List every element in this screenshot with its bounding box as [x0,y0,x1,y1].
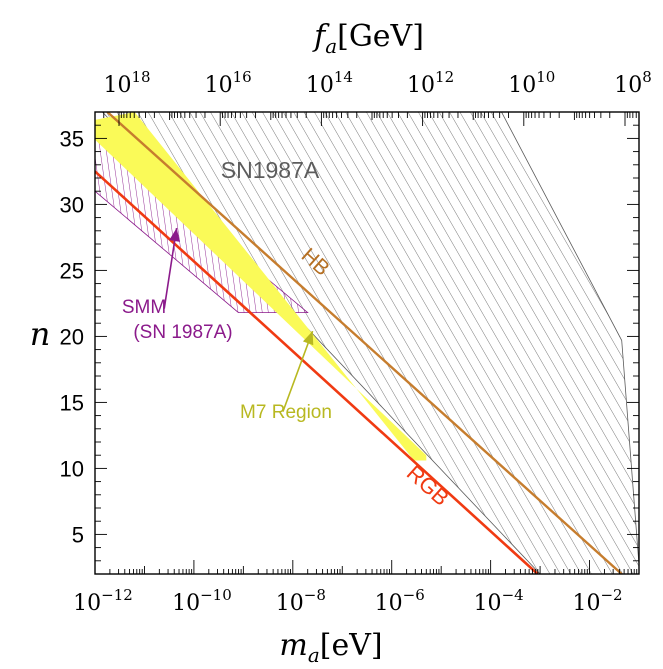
bottom-tick-label: 10−2 [572,586,622,616]
y-axis-label: n [30,315,51,353]
bottom-tick-label: 10−8 [276,586,326,616]
bottom-tick-label: 10−12 [73,586,133,616]
smm-label-line2: (SN 1987A) [133,322,232,343]
y-tick-labels: 5 10 15 20 25 30 35 [60,126,84,547]
top-tick-label: 1016 [205,68,252,98]
y-tick-label: 35 [60,126,84,151]
y-tick-label: 20 [60,324,84,349]
bottom-tick-label: 10−6 [375,586,425,616]
y-tick-label: 30 [60,192,84,217]
top-tick-label: 1010 [508,68,555,98]
y-tick-label: 25 [60,258,84,283]
top-tick-label: 1014 [306,68,353,98]
bottom-tick-label: 10−10 [172,586,232,616]
top-tick-label: 1018 [103,68,150,98]
top-tick-label: 108 [614,68,652,98]
smm-label-line1: SMM [122,297,166,318]
y-tick-label: 15 [60,390,84,415]
top-tick-labels: 1018 1016 1014 1012 1010 108 [103,68,651,98]
bottom-tick-labels: 10−12 10−10 10−8 10−6 10−4 10−2 [73,586,622,616]
plot-area [95,112,639,574]
y-tick-label: 5 [72,522,84,547]
sn1987a-label: SN1987A [221,157,320,183]
bottom-tick-label: 10−4 [474,586,524,616]
top-axis-label: fa[GeV] [312,19,424,58]
x-axis-label: ma[eV] [279,628,382,667]
y-tick-label: 10 [60,456,84,481]
top-tick-label: 1012 [407,68,454,98]
